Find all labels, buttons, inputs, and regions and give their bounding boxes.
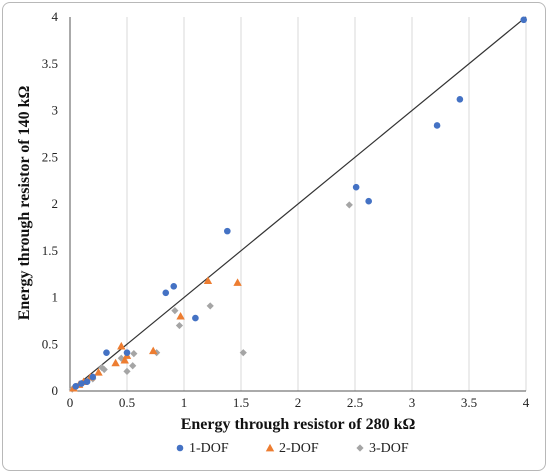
data-point [78, 380, 85, 387]
data-point [100, 365, 108, 374]
data-point [171, 306, 179, 315]
x-tick-label: 1.5 [233, 395, 249, 410]
legend-item: 1-DOF [176, 441, 229, 456]
data-point [456, 95, 464, 103]
y-axis-title: Energy through resistor of 140 kΩ [16, 86, 33, 321]
x-tick-label: 0 [67, 395, 74, 410]
series-2-dof [69, 276, 242, 392]
data-point [83, 378, 91, 385]
data-point [130, 350, 138, 358]
data-point [365, 197, 372, 205]
y-tick-label: 0.5 [42, 336, 58, 351]
data-point [192, 314, 199, 322]
data-point [89, 373, 97, 381]
data-point [153, 349, 161, 357]
axes [69, 17, 526, 392]
data-point [175, 321, 184, 330]
x-tick-label: 1 [181, 395, 188, 410]
legend-marker [265, 443, 275, 452]
x-tick-label: 4 [523, 395, 530, 410]
data-point [162, 289, 170, 297]
data-point [111, 358, 120, 367]
data-point [233, 278, 242, 286]
y-tick-label: 3.5 [42, 56, 58, 71]
y-tick-label: 1.5 [42, 243, 58, 258]
y-tick-label: 1 [52, 290, 59, 305]
legend-label: 3-DOF [369, 441, 409, 456]
data-point [520, 16, 528, 24]
data-point [120, 355, 129, 364]
legend-item: 2-DOF [265, 441, 319, 456]
y-tick-label: 2.5 [42, 149, 58, 164]
data-point [123, 367, 131, 375]
x-tick-labels: 0 0.5 1 1.5 2 2.5 3 3.5 4 [67, 395, 530, 410]
data-point [103, 349, 110, 356]
data-point [352, 183, 360, 191]
legend-item: 3-DOF [356, 441, 409, 456]
data-point [206, 302, 214, 310]
series-3-dof [68, 201, 353, 393]
reference-line [69, 16, 527, 392]
data-point [170, 282, 178, 290]
y-tick-label: 4 [52, 9, 59, 24]
y-tick-labels: 0 0.5 1 1.5 2 2.5 3 3.5 4 [42, 9, 59, 398]
x-tick-label: 3 [409, 395, 416, 410]
data-point [117, 354, 125, 362]
legend: 1-DOF 2-DOF 3-DOF [176, 441, 409, 456]
gridlines [126, 17, 527, 391]
data-point [203, 276, 213, 285]
y-tick-label: 0 [52, 383, 59, 398]
y-tick-label: 2 [52, 196, 59, 211]
data-point [72, 383, 79, 390]
legend-marker [356, 444, 364, 452]
data-point [117, 341, 126, 350]
x-tick-label: 2.5 [347, 395, 363, 410]
legend-label: 2-DOF [279, 441, 319, 456]
x-tick-label: 3.5 [461, 395, 477, 410]
data-point [345, 201, 353, 209]
data-point [433, 122, 441, 129]
data-point [129, 362, 137, 370]
legend-label: 1-DOF [189, 441, 229, 456]
data-point [94, 368, 103, 376]
data-point [149, 346, 158, 355]
x-axis-title: Energy through resistor of 280 kΩ [181, 416, 416, 433]
data-point [239, 349, 247, 357]
y-tick-label: 3 [52, 103, 59, 118]
x-tick-label: 2 [295, 395, 302, 410]
data-point [123, 349, 131, 356]
data-point [224, 227, 231, 235]
series-1-dof [72, 16, 528, 390]
legend-marker [176, 444, 184, 452]
data-point [176, 312, 185, 320]
x-tick-label: 0.5 [119, 395, 135, 410]
data-points [68, 16, 528, 393]
chart-frame [2, 2, 546, 471]
